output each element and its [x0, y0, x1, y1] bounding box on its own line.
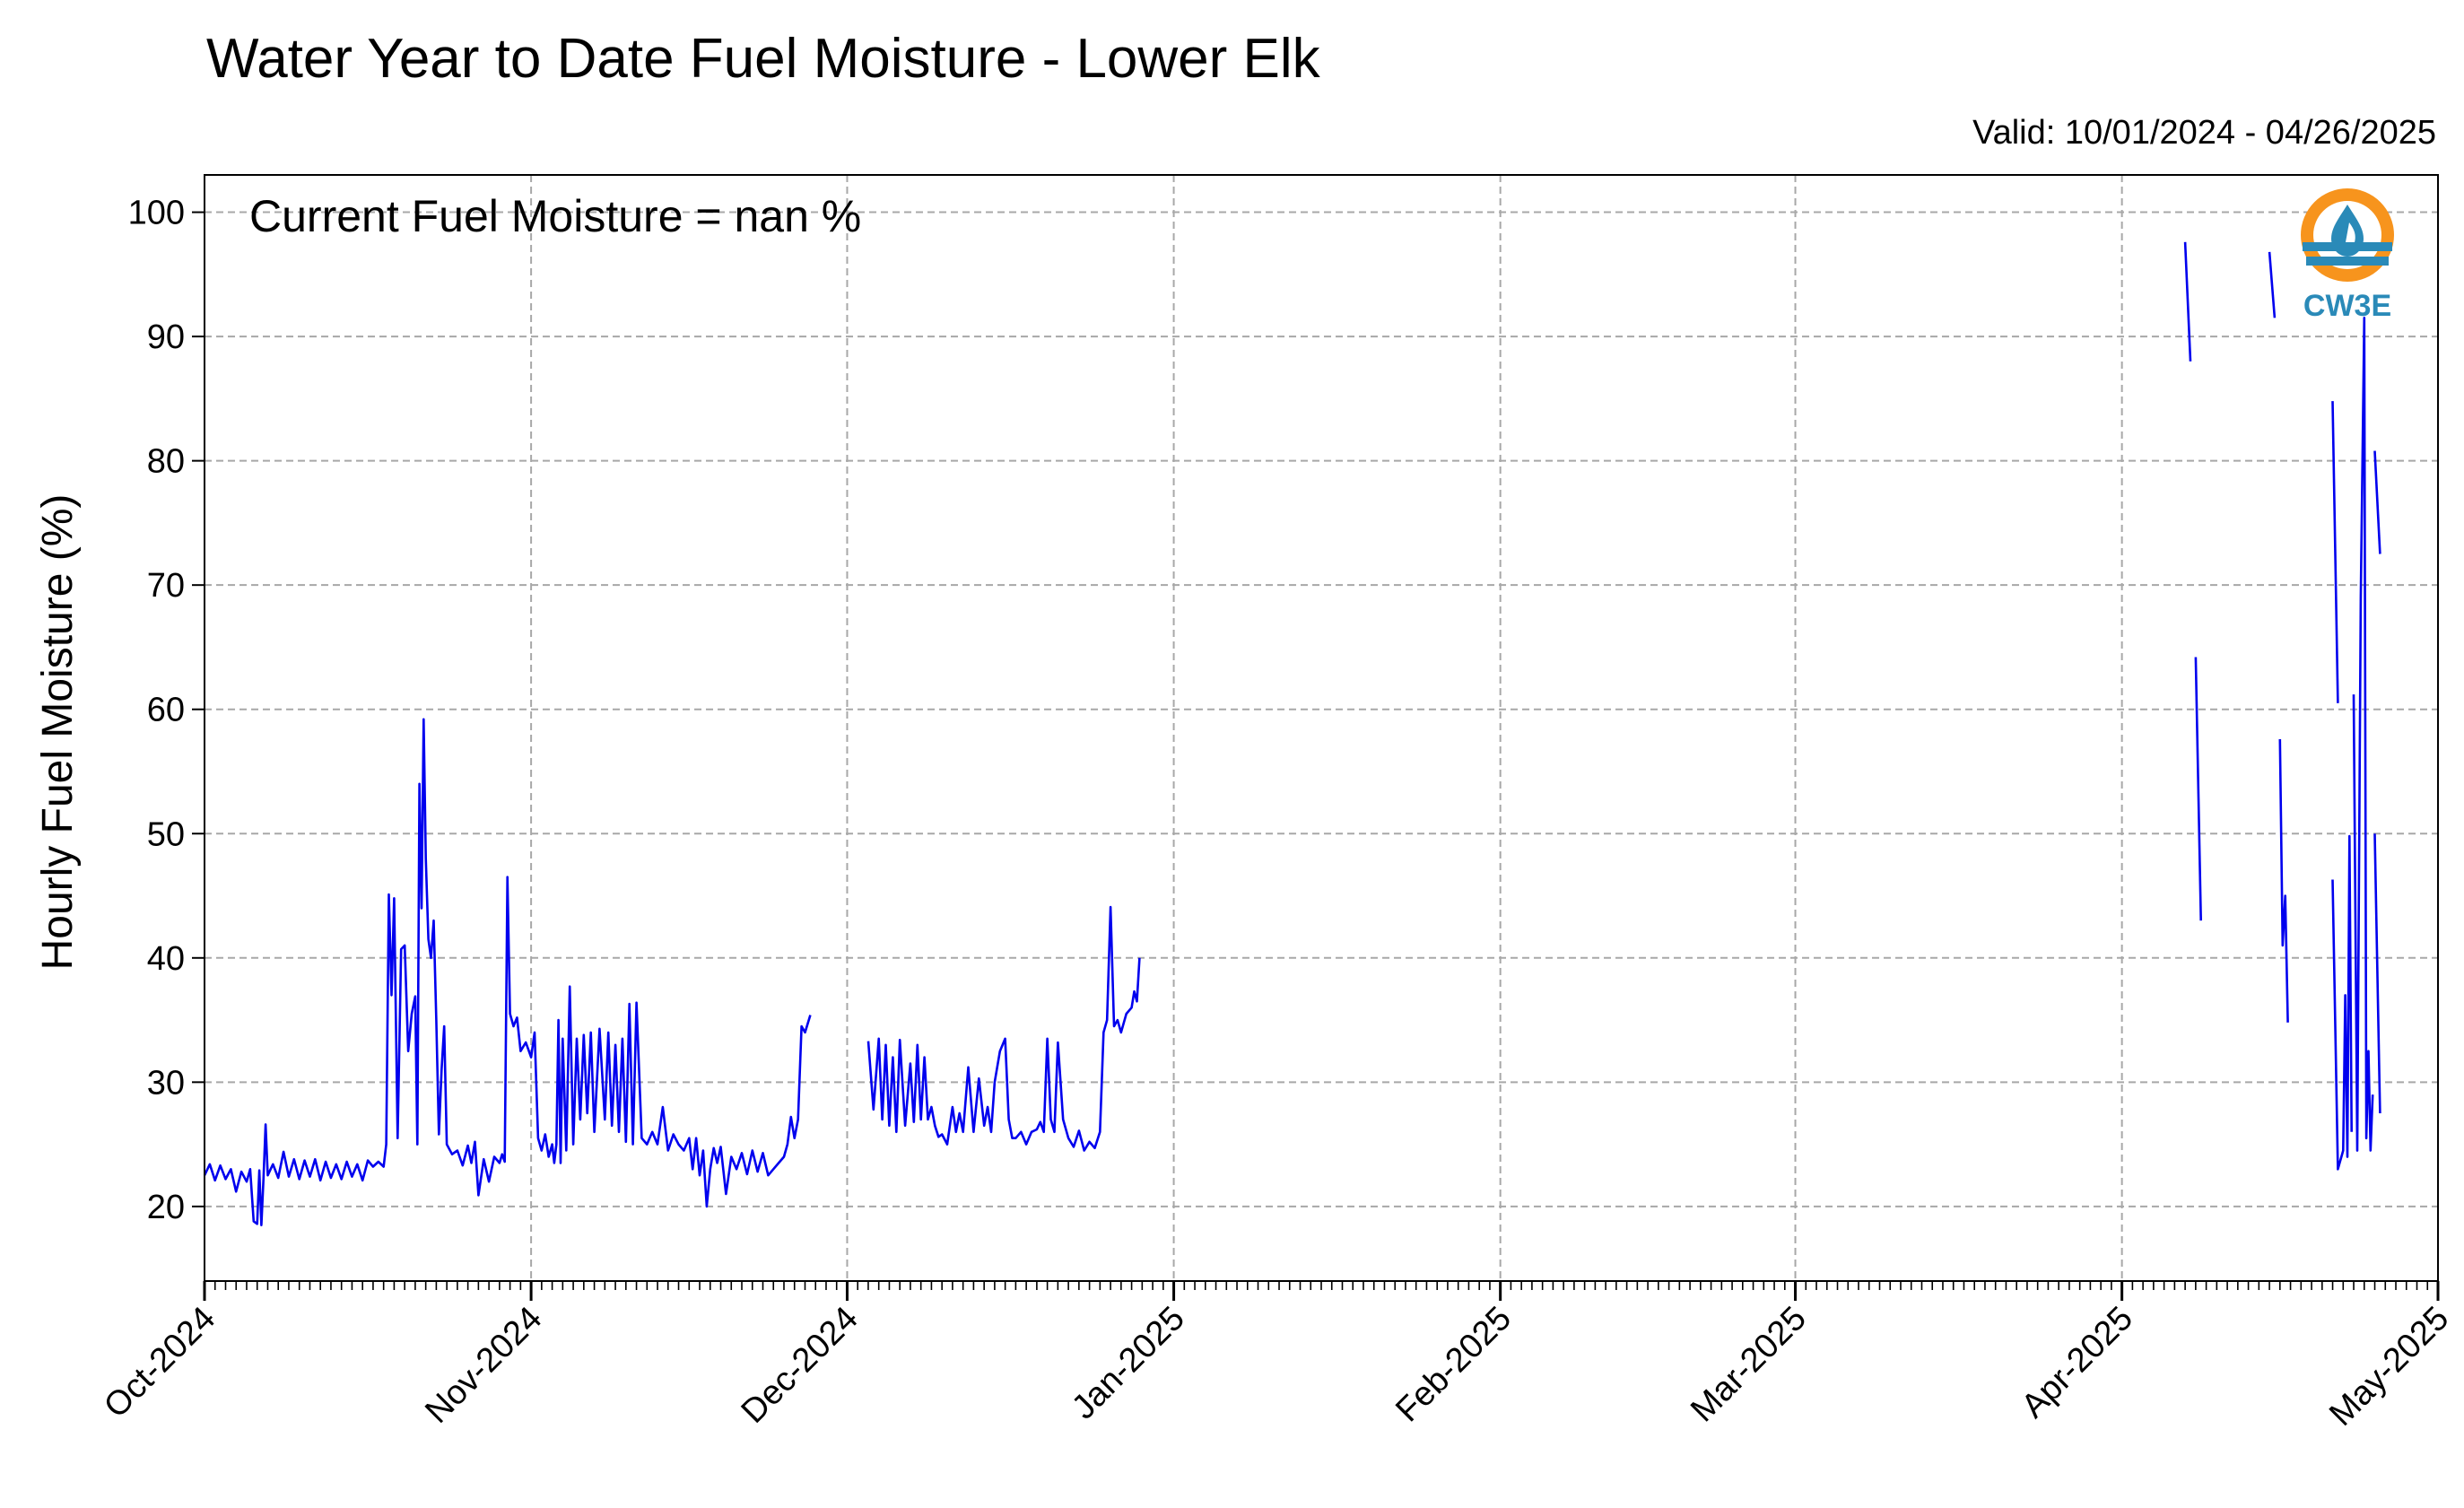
- fuel-moisture-series: [203, 241, 2381, 1226]
- y-tick-label: 80: [147, 443, 185, 481]
- series-line: [2278, 738, 2289, 1023]
- x-tick-label: Feb-2025: [1389, 1300, 1519, 1430]
- x-axis: Oct-2024 Nov-2024 Dec-2024 Jan-2025 Feb-2025…: [97, 1281, 2456, 1434]
- series-line: [203, 718, 812, 1226]
- x-tick-label: May-2025: [2322, 1300, 2456, 1434]
- series-line: [2331, 834, 2353, 1171]
- plot-frame: [204, 174, 2439, 1282]
- y-tick-label: 70: [147, 567, 185, 605]
- y-tick-label: 30: [147, 1064, 185, 1102]
- y-axis: 20 30 40 50 60 70 80 90 100: [128, 195, 205, 1226]
- chart-title: Water Year to Date Fuel Moisture - Lower…: [206, 28, 1321, 90]
- series-line: [2352, 316, 2374, 1152]
- y-tick-label: 90: [147, 318, 185, 356]
- y-axis-label: Hourly Fuel Moisture (%): [34, 494, 82, 971]
- y-tick-label: 20: [147, 1189, 185, 1226]
- series-line: [2268, 251, 2277, 318]
- series-line: [2373, 833, 2381, 1114]
- cw3e-logo: CW3E: [2301, 188, 2394, 323]
- x-tick-label: Oct-2024: [97, 1300, 222, 1425]
- water-drop-icon: [2331, 205, 2364, 257]
- valid-range: Valid: 10/01/2024 - 04/26/2025: [1972, 114, 2436, 152]
- y-tick-label: 100: [128, 195, 185, 232]
- logo-text: CW3E: [2303, 289, 2391, 323]
- gridlines: [204, 175, 2439, 1281]
- current-fuel-moisture-annotation: Current Fuel Moisture = nan %: [249, 191, 861, 241]
- series-line: [2194, 657, 2202, 921]
- x-tick-label: Jan-2025: [1065, 1300, 1192, 1427]
- x-tick-label: Dec-2024: [735, 1300, 866, 1431]
- series-line: [2331, 401, 2339, 703]
- series-line: [2373, 450, 2381, 554]
- x-tick-label: Nov-2024: [418, 1300, 549, 1431]
- y-tick-label: 60: [147, 692, 185, 729]
- x-tick-label: Mar-2025: [1684, 1300, 1814, 1430]
- series-line: [2183, 241, 2192, 362]
- y-tick-label: 40: [147, 940, 185, 978]
- y-tick-label: 50: [147, 815, 185, 853]
- x-tick-label: Apr-2025: [2015, 1300, 2140, 1425]
- series-line: [866, 905, 1141, 1152]
